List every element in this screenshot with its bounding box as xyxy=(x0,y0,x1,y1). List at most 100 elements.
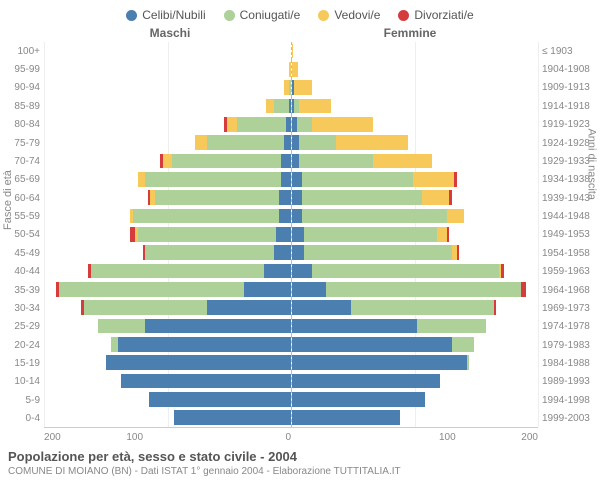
age-label: 95-99 xyxy=(0,60,40,78)
seg-celibi xyxy=(281,172,291,187)
row-male xyxy=(44,60,291,78)
seg-coniugati xyxy=(312,264,499,279)
year-label: 1944-1948 xyxy=(542,207,600,225)
year-label: 1954-1958 xyxy=(542,244,600,262)
seg-celibi xyxy=(292,154,299,169)
seg-vedovi xyxy=(292,44,293,59)
seg-coniugati xyxy=(302,190,423,205)
seg-celibi xyxy=(149,392,291,407)
chart-title: Popolazione per età, sesso e stato civil… xyxy=(0,443,600,464)
seg-coniugati xyxy=(59,282,244,297)
seg-coniugati xyxy=(467,355,469,370)
seg-divorziati xyxy=(449,190,451,205)
row-male xyxy=(44,354,291,372)
row-female xyxy=(291,170,538,188)
year-label: 1969-1973 xyxy=(542,299,600,317)
seg-celibi xyxy=(284,135,291,150)
row-female xyxy=(291,372,538,390)
row-male xyxy=(44,170,291,188)
seg-vedovi xyxy=(437,227,447,242)
seg-celibi xyxy=(274,245,291,260)
seg-celibi xyxy=(207,300,291,315)
gridline xyxy=(538,42,539,427)
row-female xyxy=(291,335,538,353)
seg-coniugati xyxy=(84,300,208,315)
pyramid-row xyxy=(44,42,538,60)
seg-celibi xyxy=(244,282,291,297)
pyramid-row xyxy=(44,97,538,115)
age-label: 100+ xyxy=(0,42,40,60)
age-label: 30-34 xyxy=(0,299,40,317)
header-male: Maschi xyxy=(0,26,290,40)
row-male xyxy=(44,244,291,262)
year-label: 1984-1988 xyxy=(542,354,600,372)
pyramid-row xyxy=(44,115,538,133)
pyramid-row xyxy=(44,372,538,390)
seg-celibi xyxy=(292,135,299,150)
row-female xyxy=(291,280,538,298)
row-male xyxy=(44,42,291,60)
pyramid-row xyxy=(44,79,538,97)
plot xyxy=(44,42,538,428)
seg-celibi xyxy=(121,374,291,389)
row-female xyxy=(291,390,538,408)
seg-coniugati xyxy=(452,337,474,352)
pyramid-row xyxy=(44,280,538,298)
row-female xyxy=(291,262,538,280)
seg-coniugati xyxy=(351,300,494,315)
seg-coniugati xyxy=(302,209,447,224)
pyramid-row xyxy=(44,244,538,262)
seg-celibi xyxy=(292,319,417,334)
seg-coniugati xyxy=(304,245,452,260)
pyramid-row xyxy=(44,409,538,427)
pyramid-row xyxy=(44,225,538,243)
seg-coniugati xyxy=(299,135,336,150)
seg-celibi xyxy=(292,190,302,205)
row-female xyxy=(291,244,538,262)
pyramid-row xyxy=(44,170,538,188)
seg-divorziati xyxy=(457,245,459,260)
seg-coniugati xyxy=(98,319,145,334)
row-female xyxy=(291,115,538,133)
seg-vedovi xyxy=(447,209,464,224)
seg-coniugati xyxy=(302,172,413,187)
age-label: 20-24 xyxy=(0,336,40,354)
row-male xyxy=(44,299,291,317)
seg-celibi xyxy=(264,264,291,279)
seg-celibi xyxy=(174,410,291,425)
seg-vedovi xyxy=(266,99,273,114)
seg-celibi xyxy=(292,282,326,297)
row-female xyxy=(291,134,538,152)
year-label: 1959-1963 xyxy=(542,263,600,281)
row-male xyxy=(44,390,291,408)
seg-coniugati xyxy=(91,264,264,279)
seg-celibi xyxy=(279,190,291,205)
seg-celibi xyxy=(292,410,400,425)
seg-celibi xyxy=(118,337,291,352)
age-label: 15-19 xyxy=(0,354,40,372)
seg-coniugati xyxy=(299,154,373,169)
seg-coniugati xyxy=(155,190,279,205)
x-axis: 0100200 100200 xyxy=(0,430,600,443)
age-label: 75-79 xyxy=(0,134,40,152)
seg-vedovi xyxy=(299,99,331,114)
x-tick: 200 xyxy=(44,432,126,443)
row-female xyxy=(291,97,538,115)
seg-celibi xyxy=(292,374,440,389)
seg-coniugati xyxy=(274,99,289,114)
pyramid-row xyxy=(44,262,538,280)
pyramid-row xyxy=(44,317,538,335)
row-male xyxy=(44,262,291,280)
legend-swatch xyxy=(318,10,329,21)
year-label: 1994-1998 xyxy=(542,391,600,409)
y-axis-right-title: Anni di nascita xyxy=(586,128,598,200)
age-label: 10-14 xyxy=(0,373,40,391)
seg-vedovi xyxy=(138,172,145,187)
y-axis-left-title: Fasce di età xyxy=(2,170,14,230)
seg-coniugati xyxy=(145,245,273,260)
seg-divorziati xyxy=(454,172,456,187)
row-male xyxy=(44,189,291,207)
seg-vedovi xyxy=(422,190,449,205)
chart-area: 100+95-9990-9485-8980-8475-7970-7465-696… xyxy=(0,40,600,430)
seg-celibi xyxy=(292,355,467,370)
